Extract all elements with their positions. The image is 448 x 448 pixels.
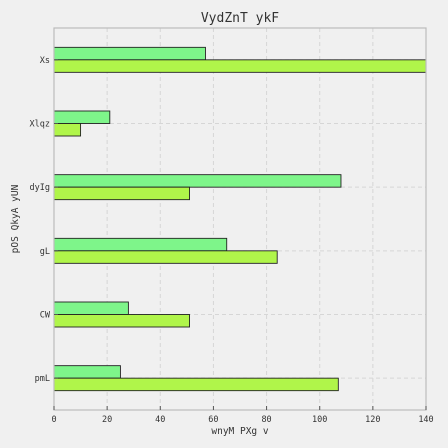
bar-gL-series-1 xyxy=(53,237,228,252)
bar-dyIg-series-1 xyxy=(53,174,342,188)
x-tick-label: 40 xyxy=(155,415,165,425)
bars xyxy=(53,46,427,392)
y-ticks: Xs Xlqz dyIg gL CW pmL xyxy=(30,56,58,384)
bar-gL-series-2 xyxy=(53,250,278,264)
bar-Xs-series-1 xyxy=(53,46,206,61)
bar-CW-series-2 xyxy=(53,314,190,328)
x-tick-label: 140 xyxy=(418,415,433,425)
x-tick-label: 80 xyxy=(261,415,271,425)
y-tick-label: Xs xyxy=(40,56,50,66)
y-axis-label: pOS QkyA yUN xyxy=(10,184,21,253)
plot-frame xyxy=(53,27,427,411)
x-tick-label: 100 xyxy=(312,415,327,425)
x-tick-label: 0 xyxy=(51,415,56,425)
x-axis-label: wnyM PXg v xyxy=(211,426,268,437)
bar-pmL-series-1 xyxy=(53,365,121,379)
x-tick-label: 60 xyxy=(208,415,218,425)
y-tick-label: Xlqz xyxy=(30,120,50,130)
x-ticks: 0 20 40 60 80 100 120 140 xyxy=(51,406,434,425)
x-tick-label: 120 xyxy=(365,415,380,425)
x-tick-label: 20 xyxy=(102,415,112,425)
bar-Xlqz-series-1 xyxy=(53,110,111,124)
y-tick-label: gL xyxy=(40,247,50,257)
bar-Xs-series-2 xyxy=(53,59,427,73)
bar-dyIg-series-2 xyxy=(53,186,190,201)
y-tick-label: pmL xyxy=(35,374,50,384)
bar-CW-series-1 xyxy=(53,301,129,315)
bar-Xlqz-series-2 xyxy=(53,123,82,137)
chart-title: VydZnT ykF xyxy=(201,11,279,26)
y-tick-label: dyIg xyxy=(30,183,50,193)
y-tick-label: CW xyxy=(40,311,51,321)
bar-pmL-series-2 xyxy=(53,377,339,392)
